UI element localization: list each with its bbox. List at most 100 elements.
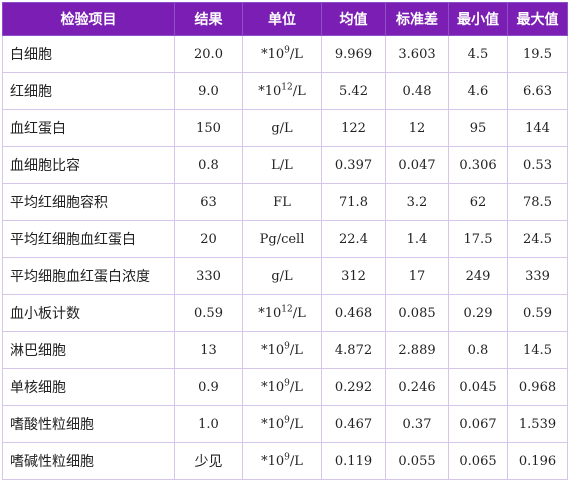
unit-prefix: L/L: [271, 157, 293, 173]
cell-item: 平均红细胞容积: [2, 183, 175, 221]
cell-max: 19.5: [507, 35, 568, 73]
cell-sd: 2.889: [385, 331, 449, 369]
cell-max: 0.53: [507, 146, 568, 184]
cell-item: 血细胞比容: [2, 146, 175, 184]
cell-mean: 0.292: [321, 368, 386, 406]
cell-result: 0.8: [174, 146, 243, 184]
table-row: 红细胞 9.0 *1012/L 5.42 0.48 4.6 6.63: [2, 72, 568, 110]
unit-prefix: *10: [258, 305, 282, 321]
unit-exponent: 12: [281, 304, 293, 315]
cell-sd: 0.48: [385, 72, 449, 110]
unit-suffix: /L: [289, 416, 303, 432]
cell-result: 1.0: [174, 405, 243, 443]
unit-exponent: 9: [284, 452, 290, 463]
cell-min: 4.6: [448, 72, 508, 110]
cell-mean: 312: [321, 257, 386, 295]
unit-exponent: 9: [284, 45, 290, 56]
unit-prefix: g/L: [271, 120, 293, 136]
cell-min: 0.045: [448, 368, 508, 406]
cell-max: 6.63: [507, 72, 568, 110]
cell-min: 0.067: [448, 405, 508, 443]
cell-max: 0.59: [507, 294, 568, 332]
cell-item: 嗜酸性粒细胞: [2, 405, 175, 443]
cell-max: 78.5: [507, 183, 568, 221]
cell-max: 339: [507, 257, 568, 295]
cell-sd: 17: [385, 257, 449, 295]
unit-exponent: 12: [281, 82, 293, 93]
cell-result: 0.9: [174, 368, 243, 406]
cell-max: 24.5: [507, 220, 568, 258]
cell-item: 平均红细胞血红蛋白: [2, 220, 175, 258]
cell-unit: L/L: [242, 146, 322, 184]
cell-unit: *1012/L: [242, 72, 322, 110]
unit-suffix: /L: [292, 83, 306, 99]
cell-mean: 122: [321, 109, 386, 147]
cell-mean: 5.42: [321, 72, 386, 110]
cell-unit: *109/L: [242, 368, 322, 406]
cell-max: 1.539: [507, 405, 568, 443]
cell-item: 嗜碱性粒细胞: [2, 442, 175, 480]
cell-mean: 22.4: [321, 220, 386, 258]
unit-suffix: /L: [289, 453, 303, 469]
unit-suffix: /L: [289, 342, 303, 358]
unit-prefix: *10: [261, 416, 285, 432]
cell-unit: g/L: [242, 257, 322, 295]
cell-sd: 0.047: [385, 146, 449, 184]
cell-sd: 3.2: [385, 183, 449, 221]
cell-unit: *109/L: [242, 442, 322, 480]
cell-item: 淋巴细胞: [2, 331, 175, 369]
cell-item: 血小板计数: [2, 294, 175, 332]
table-row: 平均红细胞容积 63 FL 71.8 3.2 62 78.5: [2, 183, 568, 221]
unit-prefix: *10: [258, 83, 282, 99]
cell-min: 17.5: [448, 220, 508, 258]
unit-prefix: g/L: [271, 268, 293, 284]
cell-mean: 0.397: [321, 146, 386, 184]
unit-prefix: Pg/cell: [259, 231, 305, 247]
header-sd: 标准差: [385, 2, 449, 36]
unit-suffix: /L: [292, 305, 306, 321]
table-row: 血红蛋白 150 g/L 122 12 95 144: [2, 109, 568, 147]
cell-mean: 4.872: [321, 331, 386, 369]
header-result: 结果: [174, 2, 243, 36]
cell-max: 144: [507, 109, 568, 147]
table-row: 嗜碱性粒细胞 少见 *109/L 0.119 0.055 0.065 0.196: [2, 442, 568, 480]
cell-min: 62: [448, 183, 508, 221]
cell-sd: 0.37: [385, 405, 449, 443]
cell-result: 少见: [174, 442, 243, 480]
cell-sd: 0.085: [385, 294, 449, 332]
table-row: 单核细胞 0.9 *109/L 0.292 0.246 0.045 0.968: [2, 368, 568, 406]
header-row: 检验项目 结果 单位 均值 标准差 最小值 最大值: [2, 2, 568, 36]
cell-unit: *1012/L: [242, 294, 322, 332]
cell-sd: 1.4: [385, 220, 449, 258]
table-row: 平均细胞血红蛋白浓度 330 g/L 312 17 249 339: [2, 257, 568, 295]
cell-sd: 0.246: [385, 368, 449, 406]
cell-min: 0.065: [448, 442, 508, 480]
unit-suffix: /L: [289, 46, 303, 62]
cell-result: 9.0: [174, 72, 243, 110]
cell-unit: FL: [242, 183, 322, 221]
cell-sd: 3.603: [385, 35, 449, 73]
cell-max: 0.968: [507, 368, 568, 406]
cell-unit: g/L: [242, 109, 322, 147]
cell-result: 20.0: [174, 35, 243, 73]
unit-exponent: 9: [284, 378, 290, 389]
table-row: 白细胞 20.0 *109/L 9.969 3.603 4.5 19.5: [2, 35, 568, 73]
table-row: 平均红细胞血红蛋白 20 Pg/cell 22.4 1.4 17.5 24.5: [2, 220, 568, 258]
cell-max: 0.196: [507, 442, 568, 480]
header-min: 最小值: [448, 2, 508, 36]
cell-min: 0.8: [448, 331, 508, 369]
header-mean: 均值: [321, 2, 386, 36]
unit-suffix: /L: [289, 379, 303, 395]
cell-result: 0.59: [174, 294, 243, 332]
cell-mean: 0.467: [321, 405, 386, 443]
table-row: 淋巴细胞 13 *109/L 4.872 2.889 0.8 14.5: [2, 331, 568, 369]
cell-result: 13: [174, 331, 243, 369]
unit-exponent: 9: [284, 341, 290, 352]
header-unit: 单位: [242, 2, 322, 36]
cell-mean: 71.8: [321, 183, 386, 221]
cell-min: 0.306: [448, 146, 508, 184]
cell-sd: 12: [385, 109, 449, 147]
cell-max: 14.5: [507, 331, 568, 369]
cell-mean: 0.119: [321, 442, 386, 480]
